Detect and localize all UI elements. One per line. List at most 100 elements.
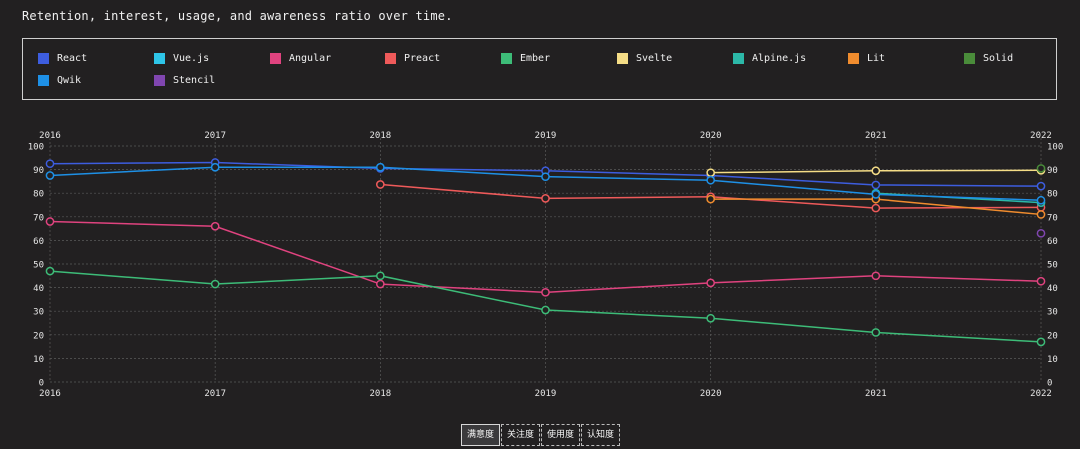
- legend-label: Vue.js: [173, 53, 210, 64]
- x-tick-label-top: 2021: [865, 131, 887, 141]
- legend-swatch: [964, 53, 975, 64]
- data-point-qwik: [45, 171, 55, 180]
- legend-swatch: [38, 53, 49, 64]
- legend-item-lit[interactable]: Lit: [848, 53, 885, 64]
- legend-item-qwik[interactable]: Qwik: [38, 75, 81, 86]
- data-point-angular: [45, 217, 55, 226]
- x-tick-label-bottom: 2021: [865, 389, 887, 399]
- x-tick-label-bottom: 2016: [39, 389, 61, 399]
- tab-2[interactable]: 使用度: [541, 424, 581, 446]
- y-tick-label-left: 10: [33, 355, 44, 365]
- data-point-react: [1036, 181, 1046, 191]
- legend-label: Angular: [289, 53, 332, 64]
- y-tick-label-left: 80: [33, 190, 44, 200]
- data-point-react: [45, 159, 55, 169]
- data-point-preact: [871, 203, 881, 213]
- legend-item-solid[interactable]: Solid: [964, 53, 1013, 64]
- tab-0[interactable]: 满意度: [461, 424, 501, 446]
- data-point-preact: [541, 194, 550, 203]
- y-tick-label-left: 60: [33, 237, 44, 247]
- data-point-ember: [706, 313, 716, 323]
- legend-label: Alpine.js: [752, 53, 807, 64]
- legend-label: Lit: [867, 53, 886, 64]
- y-tick-label-left: 70: [33, 213, 44, 223]
- legend-item-vue-js[interactable]: Vue.js: [154, 53, 209, 64]
- legend-label: Stencil: [173, 75, 216, 86]
- legend-label: Qwik: [57, 75, 82, 86]
- legend-swatch: [385, 53, 396, 64]
- data-point-lit: [706, 194, 716, 204]
- data-point-angular: [871, 271, 881, 281]
- data-point-qwik: [1036, 195, 1046, 205]
- y-tick-label-left: 100: [28, 143, 44, 153]
- y-tick-label-right: 40: [1047, 284, 1058, 294]
- legend-label: Svelte: [636, 53, 673, 64]
- y-tick-label-right: 30: [1047, 308, 1058, 318]
- x-tick-label-top: 2017: [204, 131, 226, 141]
- y-tick-label-right: 0: [1047, 379, 1052, 389]
- data-point-angular: [1036, 276, 1046, 286]
- y-tick-label-left: 20: [33, 331, 44, 341]
- data-point-ember: [541, 305, 550, 315]
- x-tick-label-bottom: 2018: [369, 389, 391, 399]
- data-point-angular: [210, 221, 220, 231]
- y-tick-label-right: 60: [1047, 237, 1058, 247]
- legend: React Vue.js Angular Preact Ember Svelte Alpin…: [22, 38, 1057, 100]
- tab-1[interactable]: 关注度: [501, 424, 541, 446]
- legend-swatch: [38, 75, 49, 86]
- data-point-qwik: [541, 172, 550, 182]
- legend-label: React: [57, 53, 88, 64]
- data-point-preact: [375, 180, 385, 189]
- legend-swatch: [733, 53, 744, 64]
- legend-swatch: [617, 53, 628, 64]
- data-point-qwik: [210, 162, 220, 172]
- data-point-react: [871, 180, 881, 190]
- y-tick-label-left: 50: [33, 261, 44, 271]
- legend-item-alpine-js[interactable]: Alpine.js: [733, 53, 806, 64]
- legend-item-angular[interactable]: Angular: [270, 53, 331, 64]
- legend-item-svelte[interactable]: Svelte: [617, 53, 672, 64]
- x-tick-label-top: 2018: [369, 131, 391, 141]
- y-tick-label-right: 90: [1047, 166, 1058, 176]
- legend-label: Ember: [520, 53, 551, 64]
- tab-3[interactable]: 认知度: [581, 424, 621, 446]
- y-tick-label-right: 80: [1047, 190, 1058, 200]
- data-point-angular: [706, 278, 716, 288]
- legend-swatch: [501, 53, 512, 64]
- x-tick-label-top: 2016: [39, 131, 61, 141]
- legend-item-ember[interactable]: Ember: [501, 53, 550, 64]
- x-tick-label-top: 2022: [1030, 131, 1052, 141]
- y-tick-label-left: 30: [33, 308, 44, 318]
- data-point-ember: [871, 328, 881, 337]
- data-point-ember: [45, 266, 55, 276]
- legend-item-stencil[interactable]: Stencil: [154, 75, 215, 86]
- data-point-svelte: [871, 166, 881, 176]
- data-point-lit: [1036, 210, 1046, 219]
- data-point-ember: [210, 279, 220, 289]
- data-point-stencil: [1036, 228, 1046, 238]
- x-tick-label-top: 2020: [700, 131, 722, 141]
- data-point-solid: [1036, 164, 1046, 173]
- x-tick-label-bottom: 2022: [1030, 389, 1052, 399]
- y-tick-label-right: 10: [1047, 355, 1058, 365]
- x-tick-label-top: 2019: [535, 131, 557, 141]
- data-point-angular: [375, 279, 385, 289]
- data-point-angular: [541, 287, 550, 297]
- y-tick-label-left: 90: [33, 166, 44, 176]
- legend-label: Solid: [983, 53, 1014, 64]
- metric-tabs: 满意度 关注度 使用度 认知度: [461, 424, 621, 446]
- legend-item-react[interactable]: React: [38, 53, 87, 64]
- legend-swatch: [154, 53, 165, 64]
- chart-subtitle: Retention, interest, usage, and awarenes…: [22, 9, 453, 23]
- data-point-svelte: [706, 168, 716, 178]
- legend-item-preact[interactable]: Preact: [385, 53, 440, 64]
- y-tick-label-right: 50: [1047, 261, 1058, 271]
- legend-label: Preact: [404, 53, 441, 64]
- y-tick-label-left: 40: [33, 284, 44, 294]
- x-tick-label-bottom: 2019: [535, 389, 557, 399]
- y-tick-label-right: 70: [1047, 213, 1058, 223]
- series-line-angular: [49, 220, 1042, 294]
- y-tick-label-left: 0: [39, 379, 44, 389]
- legend-swatch: [270, 53, 281, 64]
